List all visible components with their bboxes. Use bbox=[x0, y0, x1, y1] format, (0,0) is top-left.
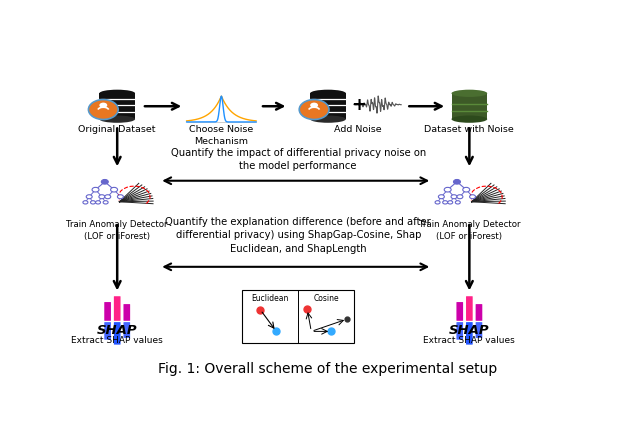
Circle shape bbox=[435, 201, 440, 204]
Circle shape bbox=[470, 195, 476, 199]
Circle shape bbox=[451, 195, 457, 199]
Circle shape bbox=[455, 201, 460, 204]
Text: Choose Noise
Mechanism: Choose Noise Mechanism bbox=[189, 126, 253, 146]
Text: Add Noise: Add Noise bbox=[334, 126, 381, 135]
Circle shape bbox=[443, 201, 447, 204]
Text: Train Anomaly Detector
(LOF or iForest): Train Anomaly Detector (LOF or iForest) bbox=[419, 221, 520, 240]
FancyBboxPatch shape bbox=[310, 93, 346, 119]
FancyBboxPatch shape bbox=[466, 296, 473, 321]
Ellipse shape bbox=[99, 116, 135, 123]
Circle shape bbox=[448, 201, 452, 204]
Ellipse shape bbox=[451, 116, 487, 123]
FancyBboxPatch shape bbox=[124, 304, 130, 321]
Text: Dataset with Noise: Dataset with Noise bbox=[424, 126, 514, 135]
FancyBboxPatch shape bbox=[466, 322, 473, 344]
FancyBboxPatch shape bbox=[476, 322, 483, 338]
FancyBboxPatch shape bbox=[104, 302, 111, 321]
Circle shape bbox=[111, 187, 118, 192]
Text: Fig. 1: Overall scheme of the experimental setup: Fig. 1: Overall scheme of the experiment… bbox=[158, 362, 498, 376]
Circle shape bbox=[99, 103, 108, 108]
FancyBboxPatch shape bbox=[114, 296, 120, 321]
Text: +: + bbox=[351, 95, 366, 114]
Text: Original Dataset: Original Dataset bbox=[79, 126, 156, 135]
Text: SHAP: SHAP bbox=[449, 324, 490, 337]
Text: Cosine: Cosine bbox=[314, 294, 339, 303]
Ellipse shape bbox=[99, 90, 135, 97]
Circle shape bbox=[457, 195, 463, 199]
Text: SHAP: SHAP bbox=[97, 324, 138, 337]
Circle shape bbox=[90, 201, 95, 204]
FancyBboxPatch shape bbox=[104, 322, 111, 340]
Circle shape bbox=[438, 195, 444, 199]
Circle shape bbox=[86, 195, 92, 199]
Ellipse shape bbox=[310, 90, 346, 97]
Circle shape bbox=[83, 201, 88, 204]
Circle shape bbox=[117, 195, 124, 199]
Circle shape bbox=[300, 100, 329, 120]
FancyBboxPatch shape bbox=[476, 304, 483, 321]
Text: Euclidean: Euclidean bbox=[252, 294, 289, 303]
Circle shape bbox=[310, 103, 318, 108]
FancyBboxPatch shape bbox=[456, 302, 463, 321]
Circle shape bbox=[105, 195, 111, 199]
Text: Train Anomaly Detector
(LOF or iForest): Train Anomaly Detector (LOF or iForest) bbox=[67, 221, 168, 240]
Circle shape bbox=[95, 201, 100, 204]
Text: Extract SHAP values: Extract SHAP values bbox=[71, 336, 163, 345]
FancyBboxPatch shape bbox=[124, 322, 130, 338]
Circle shape bbox=[103, 201, 108, 204]
Ellipse shape bbox=[451, 90, 487, 97]
Circle shape bbox=[454, 179, 460, 184]
FancyBboxPatch shape bbox=[114, 322, 120, 344]
Text: Quantify the explanation difference (before and after
differential privacy) usin: Quantify the explanation difference (bef… bbox=[165, 217, 431, 254]
Circle shape bbox=[88, 100, 118, 120]
Circle shape bbox=[99, 195, 105, 199]
Circle shape bbox=[463, 187, 470, 192]
Text: Extract SHAP values: Extract SHAP values bbox=[424, 336, 515, 345]
Circle shape bbox=[444, 187, 451, 192]
FancyBboxPatch shape bbox=[243, 290, 354, 343]
Circle shape bbox=[101, 179, 108, 184]
FancyBboxPatch shape bbox=[451, 93, 487, 119]
Text: Quantify the impact of differential privacy noise on
the model performance: Quantify the impact of differential priv… bbox=[171, 147, 426, 171]
FancyBboxPatch shape bbox=[456, 322, 463, 340]
Circle shape bbox=[92, 187, 99, 192]
Ellipse shape bbox=[310, 116, 346, 123]
FancyBboxPatch shape bbox=[99, 93, 135, 119]
